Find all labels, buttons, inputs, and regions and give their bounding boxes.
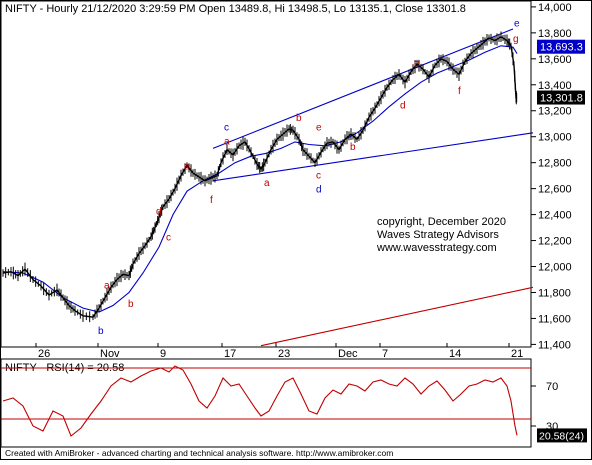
trendline xyxy=(260,286,534,347)
rsi-series xyxy=(2,365,518,437)
price-panel: NIFTY - Hourly 21/12/2020 3:29:59 PM Ope… xyxy=(0,0,585,360)
rsi-tick-label: 70 xyxy=(546,381,558,393)
wave-label: g xyxy=(513,34,519,45)
wave-label: c xyxy=(224,122,229,133)
rsi-line xyxy=(2,365,518,437)
trendline xyxy=(212,132,534,182)
wave-label: b xyxy=(128,299,134,310)
wave-label: a xyxy=(264,178,270,189)
price-tick-label: 13,400 xyxy=(538,80,572,92)
wave-label: b xyxy=(296,113,302,124)
time-axis: 26 Nov 9 17 23 Dec 7 14 21 xyxy=(35,343,523,360)
rsi-tag-label: 20.58(24) xyxy=(539,430,584,442)
wave-label: d xyxy=(316,185,322,196)
rsi-plot-area xyxy=(0,358,532,448)
time-tick-label: 21 xyxy=(511,348,523,360)
wave-label: e xyxy=(316,122,322,133)
price-tick-label: 11,400 xyxy=(538,339,571,351)
price-tick-label: 13,200 xyxy=(538,106,572,118)
time-tick-label: 9 xyxy=(160,348,166,360)
copyright-line-2: Waves Strategy Advisors xyxy=(377,229,499,241)
time-tick-label: 23 xyxy=(278,348,290,360)
price-tick-label: 11,800 xyxy=(538,287,571,299)
time-tick-label: 17 xyxy=(224,348,236,360)
price-tags: 13,693.3 13,301.8 xyxy=(537,39,585,105)
rsi-value-tag: 20.58(24) xyxy=(537,428,587,443)
wave-label: a xyxy=(224,137,230,148)
price-tick-label: 12,200 xyxy=(538,236,572,248)
time-tick-label: 26 xyxy=(38,348,50,360)
wave-label: e xyxy=(414,59,420,70)
footer-credit: Created with AmiBroker - advanced charti… xyxy=(5,448,393,458)
price-tick-label: 13,000 xyxy=(538,132,572,144)
rsi-tag-box xyxy=(537,428,587,443)
wave-label: e xyxy=(514,18,520,29)
price-tag-label: 13,693.3 xyxy=(540,42,583,54)
price-tick-label: 12,600 xyxy=(538,184,572,196)
wave-label: d xyxy=(156,207,162,218)
copyright-line-1: copyright, December 2020 xyxy=(377,216,506,228)
time-tick-label: Nov xyxy=(100,348,120,360)
time-tick-label: Dec xyxy=(338,348,358,360)
price-tag-box xyxy=(537,39,585,54)
price-series xyxy=(2,31,518,323)
price-tag-box xyxy=(537,90,585,105)
wave-label: a xyxy=(104,281,110,292)
price-axis: 11,400 11,600 11,800 12,000 12,200 12,400 12,6… xyxy=(531,2,572,351)
wave-label: c xyxy=(316,170,321,181)
chart-title: NIFTY - Hourly 21/12/2020 3:29:59 PM Ope… xyxy=(5,3,466,15)
wave-label: c xyxy=(166,233,171,244)
wave-label: b xyxy=(350,142,356,153)
wave-label: f xyxy=(210,195,213,206)
price-tick-label: 12,800 xyxy=(538,158,572,170)
time-tick-label: 14 xyxy=(449,348,461,360)
wave-label: e xyxy=(184,161,190,172)
wave-label: f xyxy=(458,86,461,97)
copyright-line-3: www.wavesstrategy.com xyxy=(376,242,497,254)
trendlines xyxy=(212,28,534,347)
price-tick-label: 12,000 xyxy=(538,262,572,274)
price-tick-label: 13,800 xyxy=(538,28,572,40)
trendline xyxy=(212,28,514,149)
rsi-reference-lines xyxy=(1,367,531,420)
wave-label: d xyxy=(400,100,406,111)
wave-label: b xyxy=(98,326,104,337)
price-tag-label: 13,301.8 xyxy=(540,93,583,105)
price-tick-label: 12,400 xyxy=(538,210,572,222)
price-bars xyxy=(2,31,518,323)
price-tick-label: 11,600 xyxy=(538,313,571,325)
price-tick-label: 13,600 xyxy=(538,54,572,66)
time-tick-label: 7 xyxy=(382,348,388,360)
price-tick-label: 14,000 xyxy=(538,2,572,14)
